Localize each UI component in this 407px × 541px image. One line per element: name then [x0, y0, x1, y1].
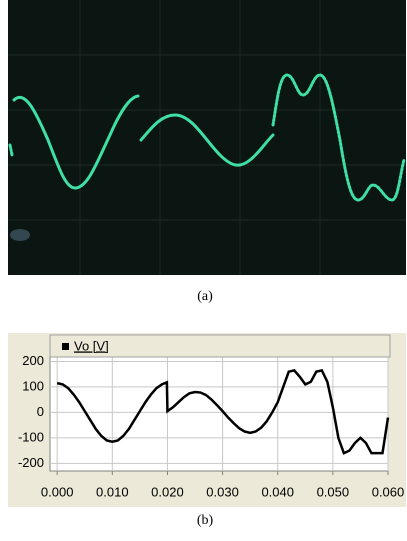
scope-grid [8, 0, 406, 275]
x-tick-label: 0.020 [151, 484, 184, 499]
y-tick-label: 0 [37, 404, 44, 419]
caption: (a) [197, 289, 213, 304]
x-tick-label: 0.030 [206, 484, 239, 499]
y-tick-label: 100 [22, 378, 44, 393]
y-tick-label: -100 [18, 429, 44, 444]
x-tick-label: 0.040 [261, 484, 294, 499]
legend [49, 334, 391, 358]
x-tick-label: 0.000 [41, 484, 74, 499]
line [56, 368, 390, 455]
chart-layer: -200 -100 0 100 200 0.000 0.010 0.020 0.030 0.040… [18, 350, 404, 499]
x-tick-label: 0.050 [317, 484, 350, 499]
y-tick-label: -200 [18, 455, 44, 470]
caption: (b) [197, 513, 214, 528]
x-tick-label: 0.010 [96, 484, 129, 499]
plot-area [49, 349, 389, 472]
oscilloscope-screen [8, 0, 406, 275]
scope-glare [10, 229, 30, 241]
x-tick-label: 0.060 [372, 484, 405, 499]
legend-swatch [62, 343, 69, 350]
legend-label: Vo [V] [74, 338, 109, 353]
y-tick-label: 200 [22, 353, 44, 368]
scope-trace [8, 73, 406, 202]
